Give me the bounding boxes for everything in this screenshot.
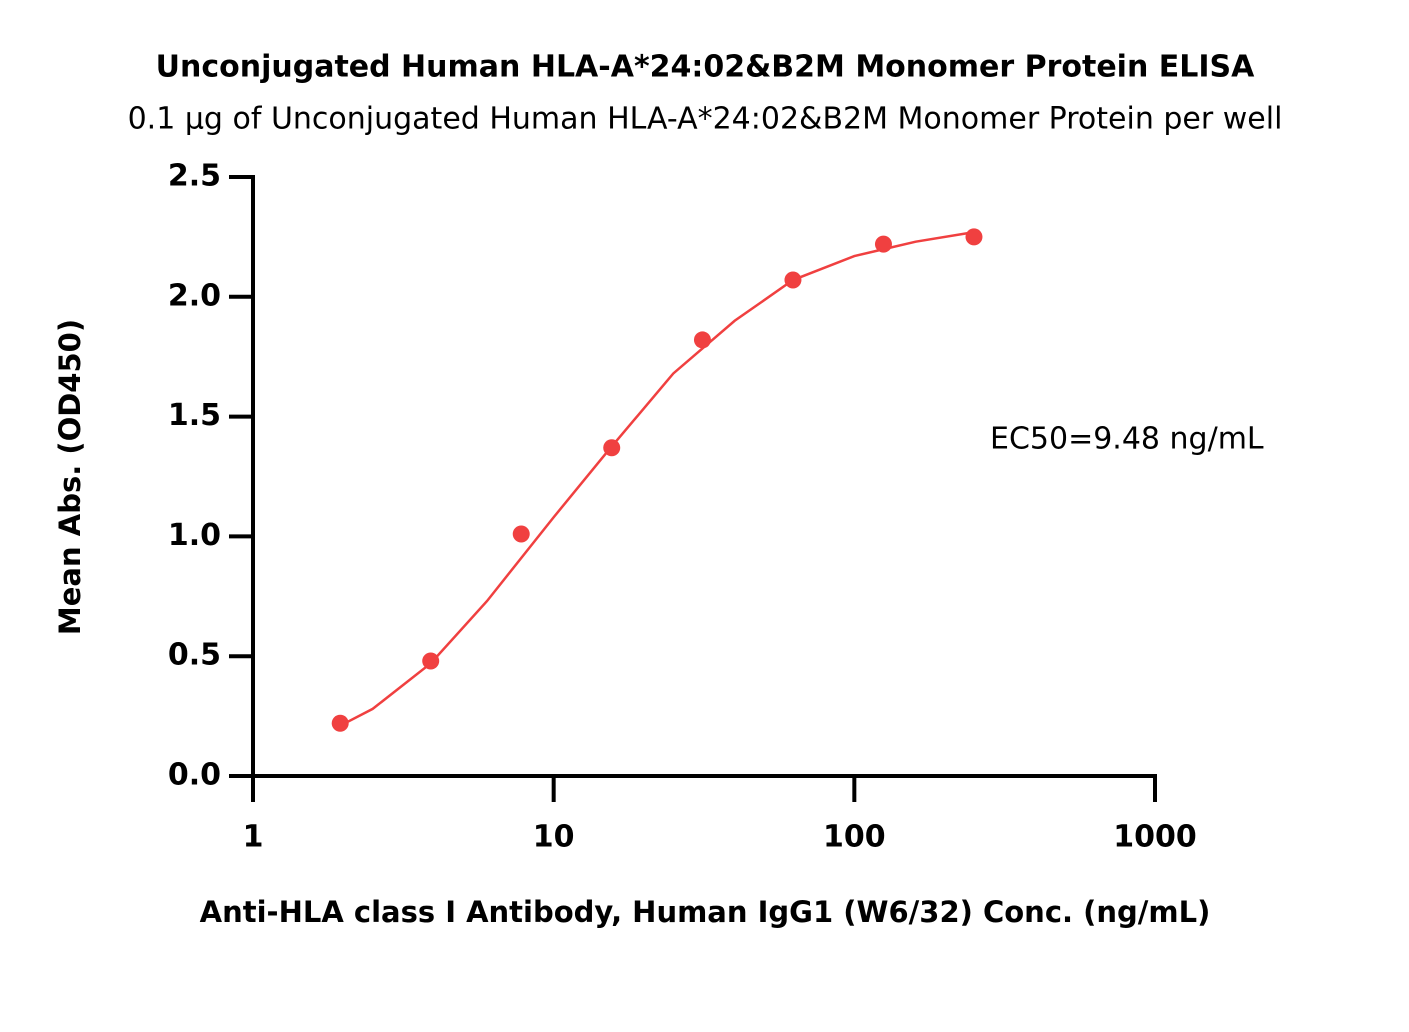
data-point — [965, 228, 983, 246]
chart-title: Unconjugated Human HLA-A*24:02&B2M Monom… — [156, 50, 1256, 85]
x-tick-label: 100 — [823, 820, 886, 855]
y-tick-label: 0.0 — [168, 758, 221, 793]
x-axis-label: Anti-HLA class I Antibody, Human IgG1 (W… — [200, 895, 1211, 929]
fit-curve — [339, 230, 975, 727]
y-tick-label: 2.0 — [168, 278, 221, 313]
annotation: EC50=9.48 ng/mL — [990, 422, 1264, 457]
data-point — [784, 271, 802, 289]
data-point — [693, 331, 711, 349]
y-tick-label: 1.5 — [168, 398, 221, 433]
data-point — [422, 652, 440, 670]
y-axis-label: Mean Abs. (OD450) — [53, 319, 87, 635]
x-tick-label: 1000 — [1113, 820, 1197, 855]
x-tick-label: 1 — [243, 820, 264, 855]
y-tick-label: 2.5 — [168, 159, 221, 194]
data-point — [512, 525, 530, 543]
chart-subtitle: 0.1 μg of Unconjugated Human HLA-A*24:02… — [128, 102, 1283, 137]
data-point — [331, 714, 349, 732]
y-tick-label: 0.5 — [168, 638, 221, 673]
data-point — [874, 235, 892, 253]
data-point — [603, 439, 621, 457]
x-tick-label: 10 — [533, 820, 575, 855]
y-tick-label: 1.0 — [168, 518, 221, 553]
